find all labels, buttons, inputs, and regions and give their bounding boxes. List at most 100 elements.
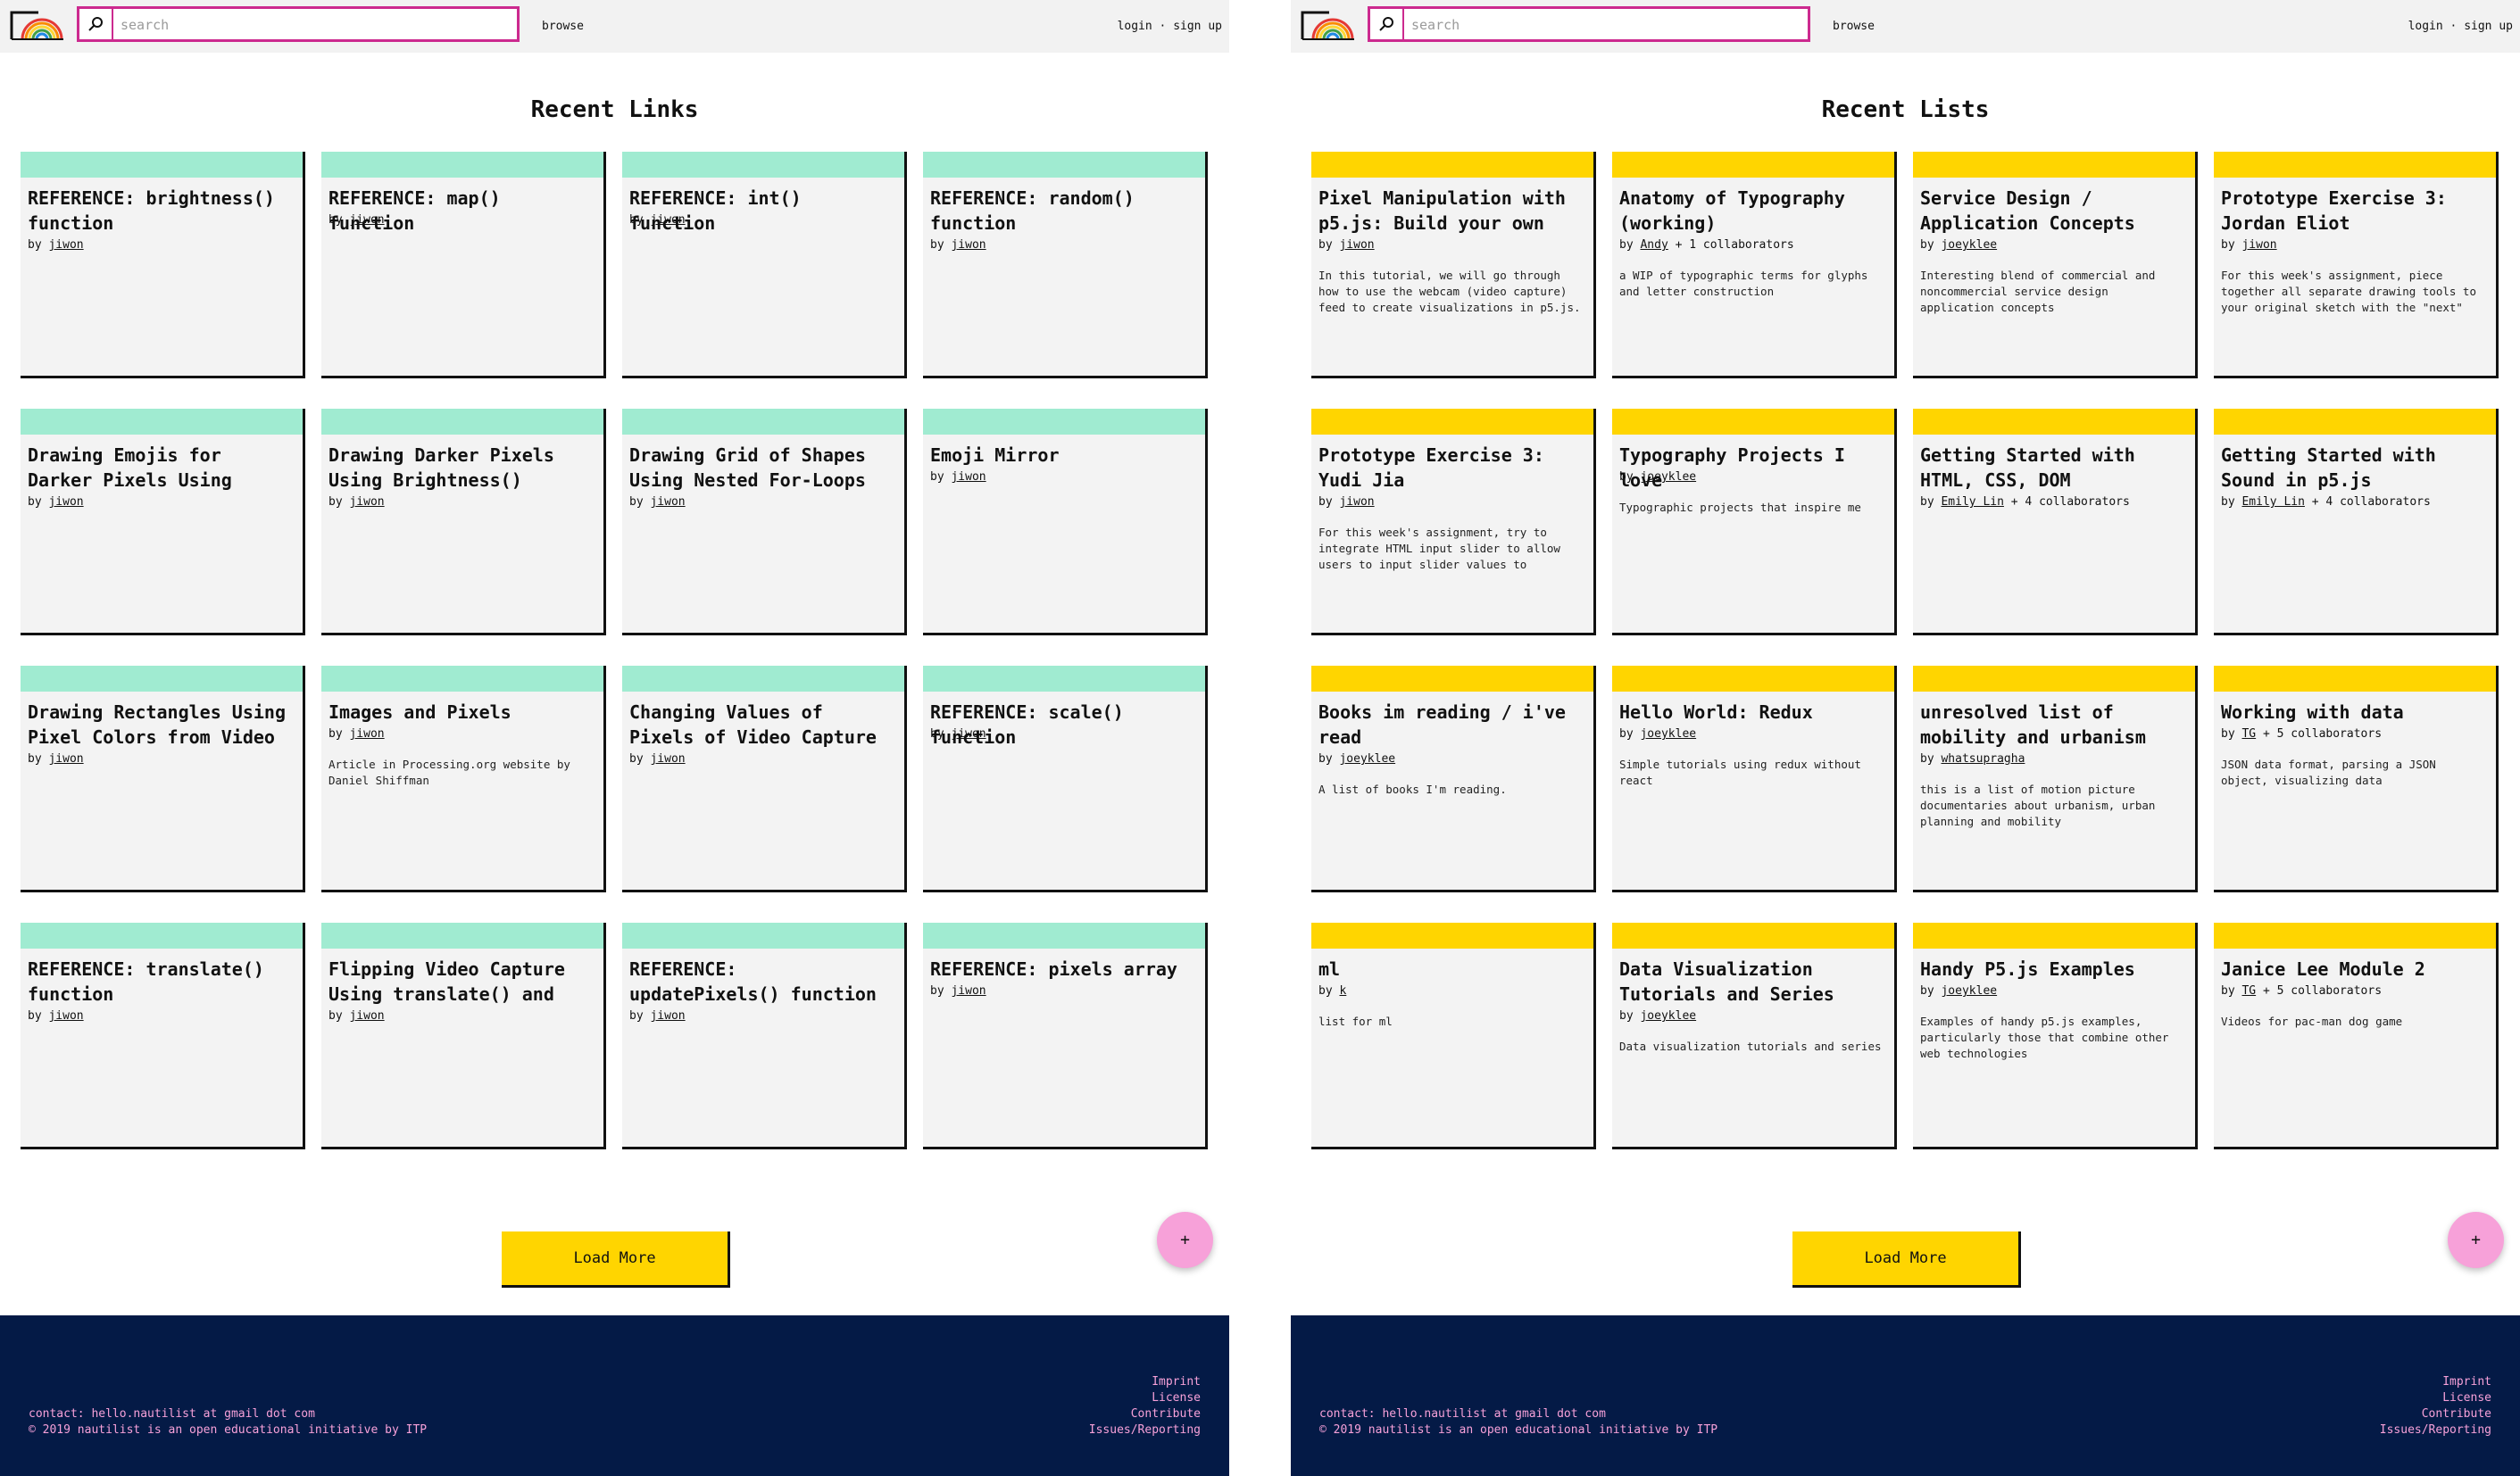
card-title[interactable]: Drawing Rectangles Using Pixel Colors fr… <box>28 701 286 748</box>
card-title[interactable]: Images and Pixels <box>329 701 511 723</box>
card-title[interactable]: REFERENCE: updatePixels() function <box>629 958 877 1005</box>
add-fab-button[interactable]: + <box>2448 1212 2504 1268</box>
author-link[interactable]: jiwon <box>349 213 385 227</box>
card[interactable]: REFERENCE: scale() function by jiwon <box>923 666 1208 892</box>
author-link[interactable]: TG <box>2241 727 2257 741</box>
author-link[interactable]: joeyklee <box>1941 238 1998 252</box>
card[interactable]: Data Visualization Tutorials and Series b… <box>1612 923 1897 1149</box>
load-more-button[interactable]: Load More <box>502 1231 730 1288</box>
card-title[interactable]: Janice Lee Module 2 <box>2221 958 2425 980</box>
card-title[interactable]: Drawing Grid of Shapes Using Nested For-… <box>629 444 866 491</box>
card[interactable]: REFERENCE: random() function by jiwon <box>923 152 1208 378</box>
card[interactable]: Getting Started with HTML, CSS, DOM by Em… <box>1913 409 2198 635</box>
card-title[interactable]: Anatomy of Typography (working) <box>1619 187 1845 234</box>
browse-link[interactable]: browse <box>1833 20 1875 33</box>
card-title[interactable]: Drawing Emojis for Darker Pixels Using B… <box>28 444 232 491</box>
card[interactable]: Prototype Exercise 3: Yudi Jia by jiwon Fo… <box>1311 409 1596 635</box>
card[interactable]: Janice Lee Module 2 by TG + 5 collaborato… <box>2214 923 2499 1149</box>
card[interactable]: Typography Projects I love by joeyklee Typ… <box>1612 409 1897 635</box>
author-link[interactable]: jiwon <box>2241 238 2277 252</box>
author-link[interactable]: Emily Lin <box>2241 495 2305 509</box>
card-title[interactable]: Flipping Video Capture Using translate()… <box>329 958 565 1005</box>
author-link[interactable]: jiwon <box>951 727 986 741</box>
author-link[interactable]: jiwon <box>48 238 84 252</box>
author-link[interactable]: jiwon <box>48 1009 84 1023</box>
signup-link[interactable]: sign up <box>2464 20 2513 33</box>
search-button[interactable] <box>1370 9 1404 39</box>
card[interactable]: Books im reading / i've read by joeyklee A… <box>1311 666 1596 892</box>
author-link[interactable]: whatsupragha <box>1941 752 2025 766</box>
card-title[interactable]: REFERENCE: random() function <box>930 187 1135 234</box>
card[interactable]: Hello World: Redux by joeyklee Simple tuto… <box>1612 666 1897 892</box>
author-link[interactable]: Andy <box>1640 238 1668 252</box>
card-title[interactable]: Service Design / Application Concepts <box>1920 187 2135 234</box>
login-link[interactable]: login <box>2408 20 2443 33</box>
author-link[interactable]: jiwon <box>1339 495 1375 509</box>
footer-link-imprint[interactable]: Imprint <box>2442 1375 2491 1389</box>
card[interactable]: Changing Values of Pixels of Video Captu… <box>622 666 907 892</box>
author-link[interactable]: joeyklee <box>1640 470 1697 484</box>
card-title[interactable]: Getting Started with HTML, CSS, DOM <box>1920 444 2135 491</box>
card[interactable]: REFERENCE: translate() function by jiwon <box>21 923 305 1149</box>
card[interactable]: Images and Pixels by jiwon Article in Proc… <box>321 666 606 892</box>
footer-link-issues[interactable]: Issues/Reporting <box>1088 1423 1201 1437</box>
author-link[interactable]: joeyklee <box>1941 984 1998 998</box>
card[interactable]: Prototype Exercise 3: Jordan Eliot by jiw… <box>2214 152 2499 378</box>
card-title[interactable]: REFERENCE: brightness() function <box>28 187 275 234</box>
author-link[interactable]: k <box>1339 984 1347 998</box>
author-link[interactable]: jiwon <box>48 495 84 509</box>
rainbow-logo-icon[interactable] <box>1299 7 1356 43</box>
card-title[interactable]: Books im reading / i've read <box>1318 701 1566 748</box>
author-link[interactable]: jiwon <box>951 470 986 484</box>
card[interactable]: REFERENCE: updatePixels() function by jiw… <box>622 923 907 1149</box>
card-title[interactable]: REFERENCE: scale() function <box>930 701 1124 748</box>
card-title[interactable]: REFERENCE: int() function <box>629 187 802 234</box>
footer-link-imprint[interactable]: Imprint <box>1152 1375 1201 1389</box>
author-link[interactable]: jiwon <box>951 984 986 998</box>
login-link[interactable]: login <box>1117 20 1152 33</box>
card[interactable]: REFERENCE: map() function by jiwon <box>321 152 606 378</box>
author-link[interactable]: jiwon <box>650 495 686 509</box>
card-title[interactable]: Getting Started with Sound in p5.js <box>2221 444 2436 491</box>
author-link[interactable]: jiwon <box>349 727 385 741</box>
author-link[interactable]: jiwon <box>650 213 686 227</box>
card[interactable]: Service Design / Application Concepts by … <box>1913 152 2198 378</box>
card-title[interactable]: Data Visualization Tutorials and Series <box>1619 958 1834 1005</box>
search-input[interactable] <box>1410 12 1806 37</box>
card-title[interactable]: REFERENCE: pixels array <box>930 958 1177 980</box>
card[interactable]: Getting Started with Sound in p5.js by Em… <box>2214 409 2499 635</box>
card[interactable]: REFERENCE: brightness() function by jiwon <box>21 152 305 378</box>
card[interactable]: Working with data by TG + 5 collaborators… <box>2214 666 2499 892</box>
author-link[interactable]: jiwon <box>48 752 84 766</box>
author-link[interactable]: TG <box>2241 984 2257 998</box>
card[interactable]: REFERENCE: pixels array by jiwon <box>923 923 1208 1149</box>
card-title[interactable]: Prototype Exercise 3: Jordan Eliot <box>2221 187 2447 234</box>
card-title[interactable]: Pixel Manipulation with p5.js: Build you… <box>1318 187 1566 234</box>
search-input[interactable] <box>119 12 515 37</box>
card[interactable]: Drawing Rectangles Using Pixel Colors fr… <box>21 666 305 892</box>
browse-link[interactable]: browse <box>542 20 584 33</box>
card[interactable]: Drawing Darker Pixels Using Brightness()… <box>321 409 606 635</box>
card[interactable]: Emoji Mirror by jiwon <box>923 409 1208 635</box>
author-link[interactable]: Emily Lin <box>1941 495 2004 509</box>
footer-link-license[interactable]: License <box>1152 1391 1201 1405</box>
card-title[interactable]: Hello World: Redux <box>1619 701 1813 723</box>
card-title[interactable]: Typography Projects I love <box>1619 444 1845 491</box>
footer-link-license[interactable]: License <box>2442 1391 2491 1405</box>
author-link[interactable]: jiwon <box>349 495 385 509</box>
card-title[interactable]: Changing Values of Pixels of Video Captu… <box>629 701 877 748</box>
footer-link-contribute[interactable]: Contribute <box>2421 1407 2491 1421</box>
author-link[interactable]: jiwon <box>951 238 986 252</box>
author-link[interactable]: jiwon <box>1339 238 1375 252</box>
card[interactable]: Anatomy of Typography (working) by Andy +… <box>1612 152 1897 378</box>
author-link[interactable]: joeyklee <box>1640 1009 1697 1023</box>
search-button[interactable] <box>79 9 113 39</box>
card[interactable]: Flipping Video Capture Using translate()… <box>321 923 606 1149</box>
card-title[interactable]: REFERENCE: translate() function <box>28 958 264 1005</box>
card-title[interactable]: Emoji Mirror <box>930 444 1060 466</box>
author-link[interactable]: jiwon <box>349 1009 385 1023</box>
card-title[interactable]: Working with data <box>2221 701 2404 723</box>
card-title[interactable]: ml <box>1318 958 1341 980</box>
card[interactable]: Pixel Manipulation with p5.js: Build you… <box>1311 152 1596 378</box>
load-more-button[interactable]: Load More <box>1792 1231 2021 1288</box>
